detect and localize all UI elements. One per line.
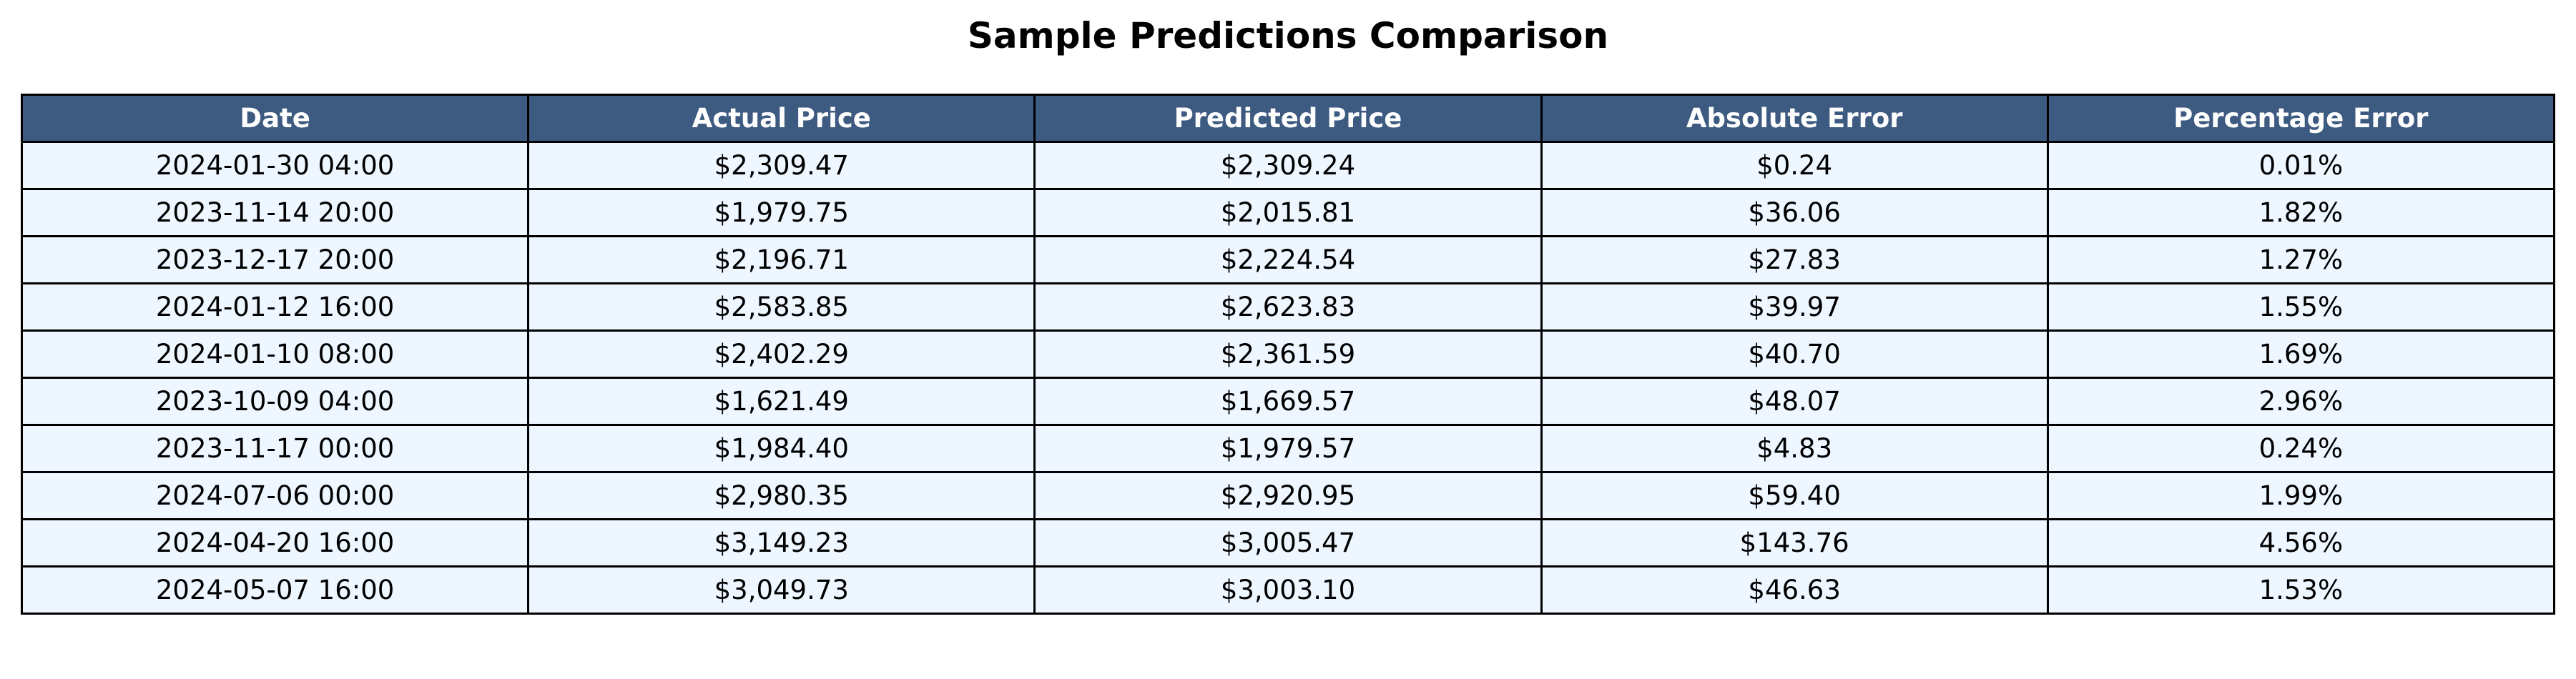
cell-absolute-error: $4.83: [1540, 424, 2049, 473]
table-title: Sample Predictions Comparison: [967, 15, 1609, 56]
cell-predicted-price: $2,015.81: [1033, 188, 1543, 237]
table-row: 2024-04-20 16:00 $3,149.23 $3,005.47 $14…: [20, 518, 2556, 568]
cell-absolute-error: $59.40: [1540, 471, 2049, 520]
cell-predicted-price: $2,361.59: [1033, 329, 1543, 379]
cell-actual-price: $2,980.35: [527, 471, 1036, 520]
cell-percentage-error: 0.24%: [2046, 424, 2556, 473]
cell-predicted-price: $3,005.47: [1033, 518, 1543, 568]
cell-date: 2024-01-30 04:00: [20, 141, 530, 190]
cell-predicted-price: $1,669.57: [1033, 377, 1543, 426]
cell-absolute-error: $48.07: [1540, 377, 2049, 426]
column-header-actual-price: Actual Price: [527, 94, 1036, 143]
cell-absolute-error: $46.63: [1540, 565, 2049, 615]
cell-actual-price: $2,402.29: [527, 329, 1036, 379]
cell-date: 2024-01-10 08:00: [20, 329, 530, 379]
table-row: 2024-01-30 04:00 $2,309.47 $2,309.24 $0.…: [20, 141, 2556, 190]
cell-percentage-error: 1.99%: [2046, 471, 2556, 520]
table-row: 2024-01-12 16:00 $2,583.85 $2,623.83 $39…: [20, 282, 2556, 332]
cell-date: 2023-12-17 20:00: [20, 235, 530, 284]
cell-actual-price: $2,309.47: [527, 141, 1036, 190]
table-row: 2023-11-17 00:00 $1,984.40 $1,979.57 $4.…: [20, 424, 2556, 473]
column-header-predicted-price: Predicted Price: [1033, 94, 1543, 143]
table-row: 2023-12-17 20:00 $2,196.71 $2,224.54 $27…: [20, 235, 2556, 284]
cell-date: 2024-05-07 16:00: [20, 565, 530, 615]
column-header-date: Date: [20, 94, 530, 143]
cell-actual-price: $1,621.49: [527, 377, 1036, 426]
cell-percentage-error: 1.53%: [2046, 565, 2556, 615]
cell-predicted-price: $2,309.24: [1033, 141, 1543, 190]
cell-date: 2024-04-20 16:00: [20, 518, 530, 568]
cell-percentage-error: 4.56%: [2046, 518, 2556, 568]
cell-percentage-error: 2.96%: [2046, 377, 2556, 426]
cell-percentage-error: 1.55%: [2046, 282, 2556, 332]
cell-date: 2023-10-09 04:00: [20, 377, 530, 426]
header-row: Date Actual Price Predicted Price Absolu…: [20, 94, 2556, 143]
table-row: 2023-11-14 20:00 $1,979.75 $2,015.81 $36…: [20, 188, 2556, 237]
cell-absolute-error: $39.97: [1540, 282, 2049, 332]
cell-date: 2024-07-06 00:00: [20, 471, 530, 520]
cell-percentage-error: 1.69%: [2046, 329, 2556, 379]
cell-percentage-error: 0.01%: [2046, 141, 2556, 190]
table-row: 2024-07-06 00:00 $2,980.35 $2,920.95 $59…: [20, 471, 2556, 520]
cell-percentage-error: 1.27%: [2046, 235, 2556, 284]
cell-absolute-error: $40.70: [1540, 329, 2049, 379]
table-row: 2024-01-10 08:00 $2,402.29 $2,361.59 $40…: [20, 329, 2556, 379]
cell-predicted-price: $2,920.95: [1033, 471, 1543, 520]
cell-date: 2023-11-14 20:00: [20, 188, 530, 237]
cell-predicted-price: $2,224.54: [1033, 235, 1543, 284]
cell-actual-price: $1,984.40: [527, 424, 1036, 473]
predictions-table: Date Actual Price Predicted Price Absolu…: [20, 94, 2556, 615]
cell-date: 2024-01-12 16:00: [20, 282, 530, 332]
cell-absolute-error: $143.76: [1540, 518, 2049, 568]
cell-actual-price: $3,149.23: [527, 518, 1036, 568]
cell-absolute-error: $36.06: [1540, 188, 2049, 237]
cell-predicted-price: $2,623.83: [1033, 282, 1543, 332]
column-header-absolute-error: Absolute Error: [1540, 94, 2049, 143]
table-row: 2024-05-07 16:00 $3,049.73 $3,003.10 $46…: [20, 565, 2556, 615]
cell-absolute-error: $0.24: [1540, 141, 2049, 190]
cell-actual-price: $2,196.71: [527, 235, 1036, 284]
cell-date: 2023-11-17 00:00: [20, 424, 530, 473]
table-row: 2023-10-09 04:00 $1,621.49 $1,669.57 $48…: [20, 377, 2556, 426]
cell-actual-price: $1,979.75: [527, 188, 1036, 237]
cell-percentage-error: 1.82%: [2046, 188, 2556, 237]
cell-actual-price: $3,049.73: [527, 565, 1036, 615]
cell-actual-price: $2,583.85: [527, 282, 1036, 332]
cell-absolute-error: $27.83: [1540, 235, 2049, 284]
cell-predicted-price: $3,003.10: [1033, 565, 1543, 615]
cell-predicted-price: $1,979.57: [1033, 424, 1543, 473]
column-header-percentage-error: Percentage Error: [2046, 94, 2556, 143]
